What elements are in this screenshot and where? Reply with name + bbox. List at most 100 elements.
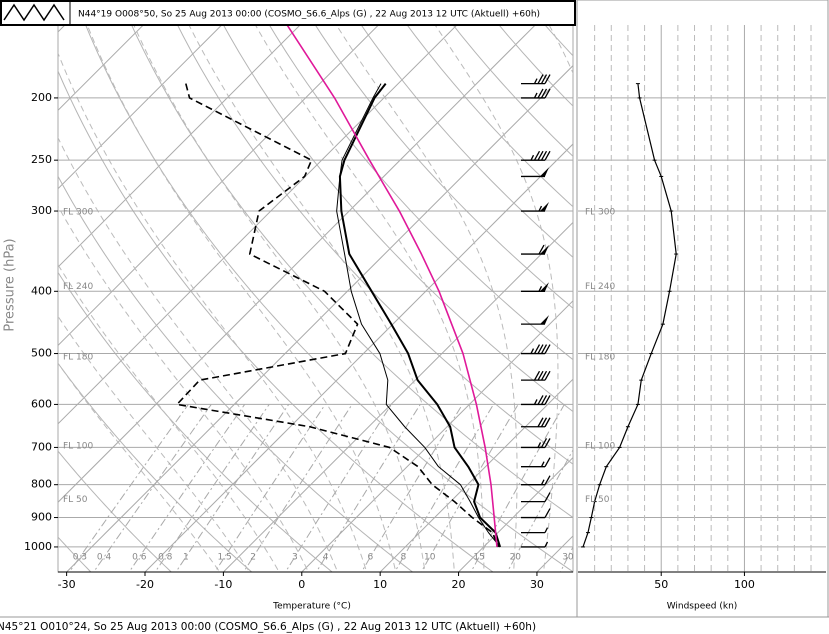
barb-feather xyxy=(544,438,551,448)
dry-adiabat xyxy=(85,25,573,572)
flight-level: FL 240 xyxy=(63,282,94,292)
barb-feather xyxy=(537,74,544,84)
x-tick-label: -10 xyxy=(214,578,232,591)
moist-adiabat xyxy=(58,205,309,572)
header-bar xyxy=(0,0,576,26)
mixing-ratio-line xyxy=(470,404,565,572)
wind-barb xyxy=(521,88,551,99)
dry-adiabat xyxy=(222,25,573,413)
barb-feather xyxy=(540,74,548,84)
menu-icon[interactable] xyxy=(3,3,65,22)
barb-feather xyxy=(540,479,545,485)
wind-barb xyxy=(521,202,549,212)
isotherm xyxy=(457,456,573,572)
isotherm xyxy=(379,378,573,572)
wind-barb xyxy=(521,492,551,503)
moist-adiabat xyxy=(86,25,397,572)
wind-frame xyxy=(576,0,829,618)
flight-level: FL 50 xyxy=(585,495,610,505)
moist-adiabat xyxy=(254,25,485,572)
barb-feather xyxy=(544,88,551,99)
barb-feather xyxy=(537,417,544,428)
barb-feather xyxy=(544,508,551,518)
barb-feather xyxy=(540,438,548,448)
flight-level: FL 240 xyxy=(585,282,616,292)
y-axis-label: Pressure (hPa) xyxy=(3,238,18,331)
wind-barb xyxy=(521,315,549,325)
barb-pennant xyxy=(540,245,549,255)
mixing-ratio-label: 0.4 xyxy=(97,553,112,563)
y-tick-label: 900 xyxy=(31,511,52,524)
isotherm xyxy=(222,221,573,572)
barb-feather xyxy=(530,348,535,354)
moist-adiabat xyxy=(58,263,280,572)
barb-feather xyxy=(544,475,551,485)
moist-adiabat xyxy=(58,315,251,572)
wind-barb xyxy=(521,244,549,255)
x-tick-label: 20 xyxy=(452,578,466,591)
mixing-ratio-line xyxy=(315,404,421,572)
wind-plot xyxy=(578,25,826,572)
moist-adiabat xyxy=(58,136,339,572)
dry-adiabat xyxy=(58,271,333,572)
x-tick-label: 10 xyxy=(373,578,387,591)
dry-adiabat xyxy=(314,25,573,309)
dry-adiabat xyxy=(176,25,573,465)
barb-feather xyxy=(544,417,551,428)
barb-feather xyxy=(538,244,545,255)
wind-barb xyxy=(521,457,551,468)
barb-feather xyxy=(544,527,549,533)
barb-feather xyxy=(533,399,538,405)
dry-adiabat xyxy=(58,362,253,572)
skewt-plot: 0.3 0.4 0.6 0.8 1 1.5 2 3 4 6 8 10 15 20 30 xyxy=(58,25,574,572)
barb-feather xyxy=(537,442,542,448)
x-tick-label: -30 xyxy=(58,578,76,591)
y-tick-label: 1000 xyxy=(24,540,52,553)
flight-level: FL 180 xyxy=(585,352,616,362)
mixing-ratio-label: 0.6 xyxy=(132,553,147,563)
barb-feather xyxy=(544,370,551,381)
mixing-ratio-label: 0.8 xyxy=(158,553,173,563)
mixing-ratio-line xyxy=(214,404,326,572)
moist-adiabat xyxy=(434,25,559,572)
y-tick-label: 700 xyxy=(31,440,52,453)
flight-level: FL 300 xyxy=(63,207,94,217)
x-tick-label: -20 xyxy=(136,578,154,591)
barb-feather xyxy=(533,78,538,84)
barb-feather xyxy=(533,344,541,354)
mixing-ratio-label: 15 xyxy=(473,553,484,563)
barb-feather xyxy=(540,370,548,381)
mixing-ratio-label: 1 xyxy=(183,553,189,563)
barb-feather xyxy=(544,74,551,84)
x-axis-label: Windspeed (kn) xyxy=(667,602,738,612)
wind-barb xyxy=(521,395,551,406)
flight-level: FL 300 xyxy=(585,207,616,217)
wind-barb xyxy=(521,527,549,534)
barb-feather xyxy=(537,395,544,405)
mixing-ratio-label: 8 xyxy=(401,553,407,563)
y-tick-label: 200 xyxy=(31,91,52,104)
barb-feather xyxy=(530,154,535,161)
mixing-ratio-label: 0.3 xyxy=(73,553,87,563)
barb-feather xyxy=(533,370,541,381)
flight-level: FL 100 xyxy=(585,442,616,452)
mixing-ratio-line xyxy=(128,404,246,572)
isotherm xyxy=(58,25,458,425)
wind-barb xyxy=(521,508,551,519)
barb-feather xyxy=(537,344,544,354)
x-tick-label: 0 xyxy=(298,578,305,591)
flight-level: FL 100 xyxy=(63,442,94,452)
mixing-ratio-line xyxy=(360,404,463,572)
x-tick-label: 100 xyxy=(734,578,755,591)
dry-adiabat xyxy=(268,25,573,361)
mixing-ratio-label: 30 xyxy=(562,553,574,563)
y-tick-label: 400 xyxy=(31,284,52,297)
flight-level: FL 50 xyxy=(63,495,88,505)
moist-adiabat xyxy=(58,362,221,572)
mixing-ratio-label: 10 xyxy=(424,553,436,563)
wind-barb xyxy=(521,438,551,449)
mixing-ratio-label: 2 xyxy=(250,553,256,563)
mixing-ratio-line xyxy=(154,404,270,572)
